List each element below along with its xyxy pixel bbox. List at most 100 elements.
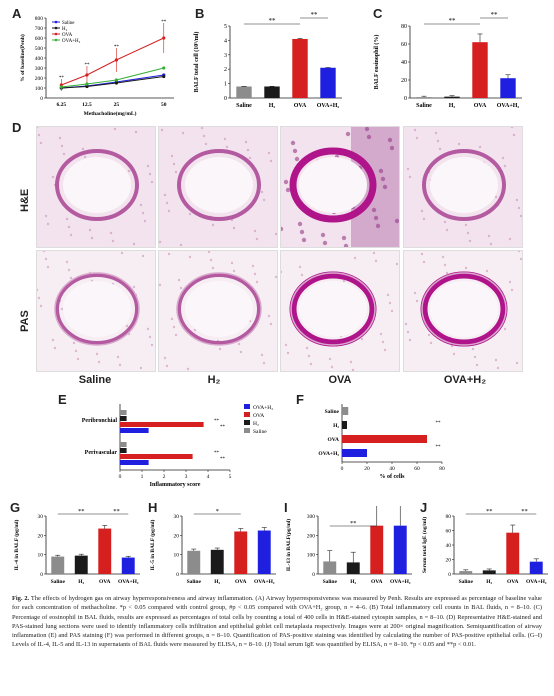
tissue-cell bbox=[134, 130, 138, 134]
tissue-cell bbox=[255, 237, 259, 241]
I-bar bbox=[370, 525, 384, 574]
B-ytick-label: 3 bbox=[224, 53, 227, 59]
tissue-cell bbox=[232, 269, 236, 273]
airway-epithelium bbox=[289, 147, 377, 223]
B-ytick-label: 1 bbox=[224, 82, 227, 88]
tissue-cell bbox=[475, 363, 479, 367]
I-ylabel: IL-13 in BALF(pg/ml) bbox=[285, 519, 292, 571]
tissue-cell bbox=[209, 258, 213, 262]
G-ytick-label: 20 bbox=[38, 533, 44, 539]
tissue-cell bbox=[163, 356, 167, 360]
tissue-cell bbox=[225, 145, 229, 149]
airway-epithelium bbox=[177, 149, 261, 221]
E-bar bbox=[120, 454, 193, 459]
tissue-cell bbox=[165, 201, 169, 205]
tissue-cell bbox=[420, 252, 424, 256]
C-category-label: H₂ bbox=[449, 103, 456, 109]
J-ytick-label: 20 bbox=[446, 558, 452, 564]
tissue-cell bbox=[83, 155, 87, 159]
tissue-cell bbox=[223, 137, 227, 141]
micrograph-image bbox=[37, 251, 154, 370]
A-ytick-label: 0 bbox=[40, 96, 43, 102]
I-ytick-label: 100 bbox=[307, 553, 316, 559]
E-bar bbox=[120, 410, 127, 415]
tissue-cell bbox=[322, 240, 328, 246]
tissue-cell bbox=[44, 214, 48, 218]
tissue-cell bbox=[211, 266, 215, 270]
tissue-cell bbox=[37, 133, 41, 137]
A-ytick-label: 700 bbox=[35, 26, 44, 32]
tissue-cell bbox=[519, 257, 522, 261]
E-bar bbox=[120, 460, 149, 465]
H-ytick-label: 10 bbox=[174, 553, 180, 559]
J-ytick-label: 80 bbox=[446, 514, 452, 520]
tissue-cell bbox=[445, 271, 449, 275]
tissue-cell bbox=[39, 304, 43, 308]
tissue-cell bbox=[382, 184, 388, 190]
tissue-cell bbox=[146, 327, 150, 331]
tissue-cell bbox=[53, 346, 57, 350]
tissue-cell bbox=[387, 137, 393, 143]
tissue-cell bbox=[305, 346, 309, 350]
tissue-cell bbox=[471, 347, 475, 351]
tissue-cell bbox=[503, 164, 507, 168]
tissue-cell bbox=[172, 325, 176, 329]
B-sig-label: ** bbox=[269, 17, 277, 25]
tissue-cell bbox=[408, 175, 412, 179]
J-ytick-label: 60 bbox=[446, 529, 452, 535]
C-sig-label: ** bbox=[491, 12, 499, 19]
tissue-cell bbox=[294, 156, 300, 162]
tissue-cell bbox=[62, 152, 66, 156]
tissue-cell bbox=[253, 229, 257, 233]
I-ytick-label: 200 bbox=[307, 533, 316, 539]
J-ytick-label: 40 bbox=[446, 543, 452, 549]
micrograph-pas-h2 bbox=[158, 250, 278, 372]
panel-e-label: E bbox=[58, 392, 67, 407]
tissue-cell bbox=[284, 343, 288, 347]
E-xtick-label: 1 bbox=[141, 474, 144, 480]
E-bar bbox=[120, 442, 127, 447]
H-ytick-label: 30 bbox=[174, 514, 180, 520]
tissue-cell bbox=[90, 236, 94, 240]
tissue-cell bbox=[457, 142, 461, 146]
tissue-cell bbox=[174, 333, 178, 337]
tissue-cell bbox=[159, 283, 162, 287]
panel-f-chart: 0 20 40 60 80 % of cells Saline H₂ OVA OVA+H₂ ** ** bbox=[318, 404, 445, 480]
tissue-cell bbox=[207, 251, 211, 254]
E-xtick-label: 5 bbox=[229, 474, 232, 480]
tissue-cell bbox=[372, 251, 376, 255]
B-ytick-label: 4 bbox=[224, 38, 227, 44]
airway-epithelium bbox=[422, 149, 506, 221]
E-legend-swatch bbox=[244, 420, 250, 425]
tissue-cell bbox=[501, 156, 505, 160]
col-label-ova: OVA bbox=[328, 374, 352, 386]
G-category-label: OVA bbox=[99, 579, 111, 585]
tissue-cell bbox=[65, 217, 69, 221]
tissue-cell bbox=[378, 168, 384, 174]
E-legend-label: H₂ bbox=[253, 421, 259, 427]
tissue-cell bbox=[260, 190, 264, 194]
tissue-cell bbox=[179, 286, 183, 290]
tissue-cell bbox=[42, 251, 46, 253]
tissue-cell bbox=[443, 220, 447, 224]
E-sig-label: ** bbox=[214, 451, 220, 456]
B-category-label: OVA bbox=[294, 103, 307, 109]
figure-caption: Fig. 2. The effects of hydrogen gas on a… bbox=[12, 594, 542, 650]
tissue-cell bbox=[111, 239, 115, 243]
airway-epithelium bbox=[55, 273, 139, 345]
tissue-cell bbox=[116, 355, 120, 359]
G-sig-label: ** bbox=[78, 508, 85, 515]
tissue-cell bbox=[177, 278, 181, 282]
tissue-cell bbox=[517, 206, 521, 210]
tissue-cell bbox=[95, 352, 99, 356]
tissue-cell bbox=[148, 172, 152, 176]
tissue-cell bbox=[508, 237, 512, 241]
tissue-cell bbox=[74, 349, 78, 353]
tissue-cell bbox=[515, 361, 519, 365]
tissue-cell bbox=[170, 317, 174, 321]
tissue-cell bbox=[51, 338, 55, 342]
C-category-label: OVA bbox=[474, 103, 487, 109]
tissue-cell bbox=[496, 366, 500, 370]
tissue-cell bbox=[150, 180, 154, 184]
E-bar bbox=[120, 422, 204, 427]
